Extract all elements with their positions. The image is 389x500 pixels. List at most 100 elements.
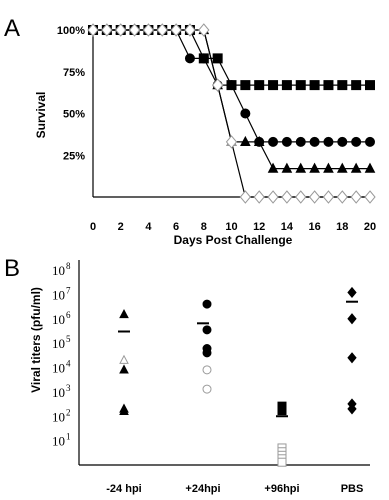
panel-b-point-square-filled xyxy=(277,406,287,416)
panel-a-series-circle-filled-point xyxy=(351,136,362,147)
panel-b-points-layer xyxy=(118,286,358,467)
panel-b: B Viral titers (pfu/ml) 10 110 210 310 410 51… xyxy=(4,255,370,495)
panel-a-series-square-filled-point xyxy=(212,53,223,64)
panel-a-series-square-filled-point xyxy=(268,80,279,91)
panel-a-series-diamond-open-point xyxy=(336,190,348,204)
panel-a-series-diamond-open-point xyxy=(225,135,238,149)
panel-a-series-diamond-open-point xyxy=(267,190,279,204)
panel-b-y-tick-exponent: 4 xyxy=(66,359,71,369)
panel-b-y-tick-exponent: 2 xyxy=(66,407,71,417)
panel-a-series-circle-filled-point xyxy=(226,80,237,91)
panel-a-series-diamond-open-point xyxy=(295,190,307,204)
panel-a-series-square-filled-point xyxy=(323,80,334,91)
panel-a-series-triangle-filled-point xyxy=(281,162,293,173)
panel-b-category-label: -24 hpi xyxy=(106,483,141,495)
panel-a-series-diamond-open-point xyxy=(239,190,252,204)
panel-b-point-circle-filled xyxy=(202,348,212,358)
panel-a-series-circle-filled-point xyxy=(365,136,375,147)
panel-a-x-tick-label: 0 xyxy=(90,221,96,233)
panel-a-series-circle-filled-point xyxy=(240,108,251,119)
panel-b-y-tick-label: 10 xyxy=(52,263,65,278)
panel-b-y-tick-label: 10 xyxy=(52,336,65,351)
panel-b-point-triangle-filled xyxy=(119,364,129,374)
panel-a-y-tick-label: 25% xyxy=(63,150,85,162)
panel-b-point-diamond-filled xyxy=(347,313,357,325)
panel-a-x-tick-label: 14 xyxy=(281,221,294,233)
panel-a-series-circle-filled-point xyxy=(184,53,195,64)
panel-a-x-tick-label: 12 xyxy=(253,221,265,233)
panel-b-y-tick-label: 10 xyxy=(52,385,65,400)
panel-a-series-square-filled-point xyxy=(351,80,362,91)
panel-b-point-diamond-filled xyxy=(347,286,357,299)
panel-a-x-tick-label: 8 xyxy=(201,221,207,233)
panel-a: A Survival 25% 50% 75% 100% 0 2 4 6 8 10 12 14 16 18… xyxy=(4,15,376,247)
panel-a-series-square-filled-point xyxy=(295,80,306,91)
panel-a-y-tick-label: 100% xyxy=(57,25,85,37)
panel-b-y-tick-exponent: 7 xyxy=(66,285,71,295)
panel-a-series-diamond-open-point xyxy=(322,190,335,204)
panel-a-series-diamond-open-point xyxy=(184,23,196,37)
panel-a-series-layer xyxy=(87,23,376,204)
panel-b-category-label: +96hpi xyxy=(264,483,299,495)
panel-b-point-diamond-filled xyxy=(347,403,357,415)
panel-b-y-tick-label: 10 xyxy=(52,287,65,302)
panel-a-series-diamond-open-point xyxy=(211,78,224,92)
panel-a-y-axis-title: Survival xyxy=(34,92,48,139)
panel-b-category-labels: -24 hpi +24hpi +96hpi PBS xyxy=(106,483,363,495)
panel-a-series-diamond-open-point xyxy=(128,23,141,37)
panel-b-letter: B xyxy=(4,255,20,282)
panel-a-x-tick-label: 6 xyxy=(173,221,179,233)
panel-a-series-circle-filled-point xyxy=(295,136,306,147)
panel-a-x-axis-title: Days Post Challenge xyxy=(174,233,293,247)
panel-b-point-circle-open xyxy=(202,365,212,375)
panel-a-series-diamond-open-point xyxy=(87,23,99,37)
panel-a-series-diamond-open-point xyxy=(170,23,182,37)
panel-a-series-triangle-filled-point xyxy=(253,135,265,146)
panel-b-category-label: +24hpi xyxy=(185,483,220,495)
panel-b-point-circle-open xyxy=(202,384,212,394)
panel-a-series-diamond-open-point xyxy=(253,190,265,204)
panel-b-point-triangle-open xyxy=(119,354,129,364)
panel-a-x-tick-label: 18 xyxy=(336,221,348,233)
panel-b-point-circle-filled xyxy=(202,299,212,309)
panel-a-series-circle-filled-point xyxy=(323,136,334,147)
panel-a-series-circle-filled-point xyxy=(309,136,320,147)
panel-a-x-tick-label: 16 xyxy=(308,221,320,233)
panel-b-y-tick-exponent: 1 xyxy=(66,432,71,442)
panel-b-category-label: PBS xyxy=(341,483,364,495)
panel-b-y-axis-title: Viral titers (pfu/ml) xyxy=(29,287,43,393)
panel-a-series-diamond-open-point xyxy=(198,23,210,37)
panel-a-series-circle-filled-point xyxy=(281,136,292,147)
panel-a-x-tick-labels: 0 2 4 6 8 10 12 14 16 18 20 xyxy=(90,221,376,233)
panel-a-series-circle-filled-point xyxy=(198,53,209,64)
panel-a-series-square-filled-point xyxy=(337,80,348,91)
panel-a-y-tick-label: 75% xyxy=(63,67,85,79)
panel-b-point-triangle-filled xyxy=(119,405,129,415)
panel-a-series-triangle-filled-point xyxy=(336,162,348,173)
panel-b-point-triangle-filled xyxy=(119,308,129,319)
panel-a-y-tick-labels: 25% 50% 75% 100% xyxy=(57,25,85,162)
panel-a-series-diamond-open-point xyxy=(115,23,127,37)
panel-a-series-triangle-filled-point xyxy=(323,162,334,173)
panel-a-series-triangle-filled-point xyxy=(240,135,251,146)
panel-a-x-tick-label: 2 xyxy=(118,221,124,233)
panel-b-y-tick-exponent: 8 xyxy=(66,261,71,271)
panel-b-y-tick-label: 10 xyxy=(52,361,65,376)
panel-a-series-diamond-open-point xyxy=(364,190,376,204)
panel-a-series-diamond-open-point xyxy=(101,23,113,37)
panel-a-x-tick-label: 10 xyxy=(225,221,237,233)
panel-a-series-diamond-open-point xyxy=(156,23,168,37)
panel-a-series-triangle-filled-point xyxy=(364,162,376,173)
panel-b-y-tick-label: 10 xyxy=(52,409,65,424)
panel-a-series-square-filled-point xyxy=(365,80,375,91)
panel-a-x-tick-label: 20 xyxy=(364,221,376,233)
panel-a-series-triangle-filled-point xyxy=(267,162,279,173)
panel-b-y-tick-label: 10 xyxy=(52,434,65,449)
panel-a-series-circle-filled-point xyxy=(268,136,279,147)
panel-a-series-diamond-open-point xyxy=(350,190,362,204)
panel-a-series-triangle-filled-point xyxy=(295,162,307,173)
panel-a-series-triangle-filled-point xyxy=(350,162,362,173)
panel-b-y-tick-exponent: 5 xyxy=(66,334,71,344)
